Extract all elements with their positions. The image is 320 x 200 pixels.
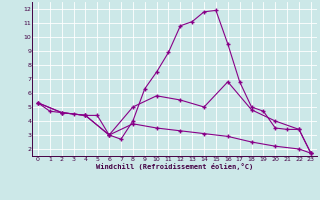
X-axis label: Windchill (Refroidissement éolien,°C): Windchill (Refroidissement éolien,°C) [96, 163, 253, 170]
